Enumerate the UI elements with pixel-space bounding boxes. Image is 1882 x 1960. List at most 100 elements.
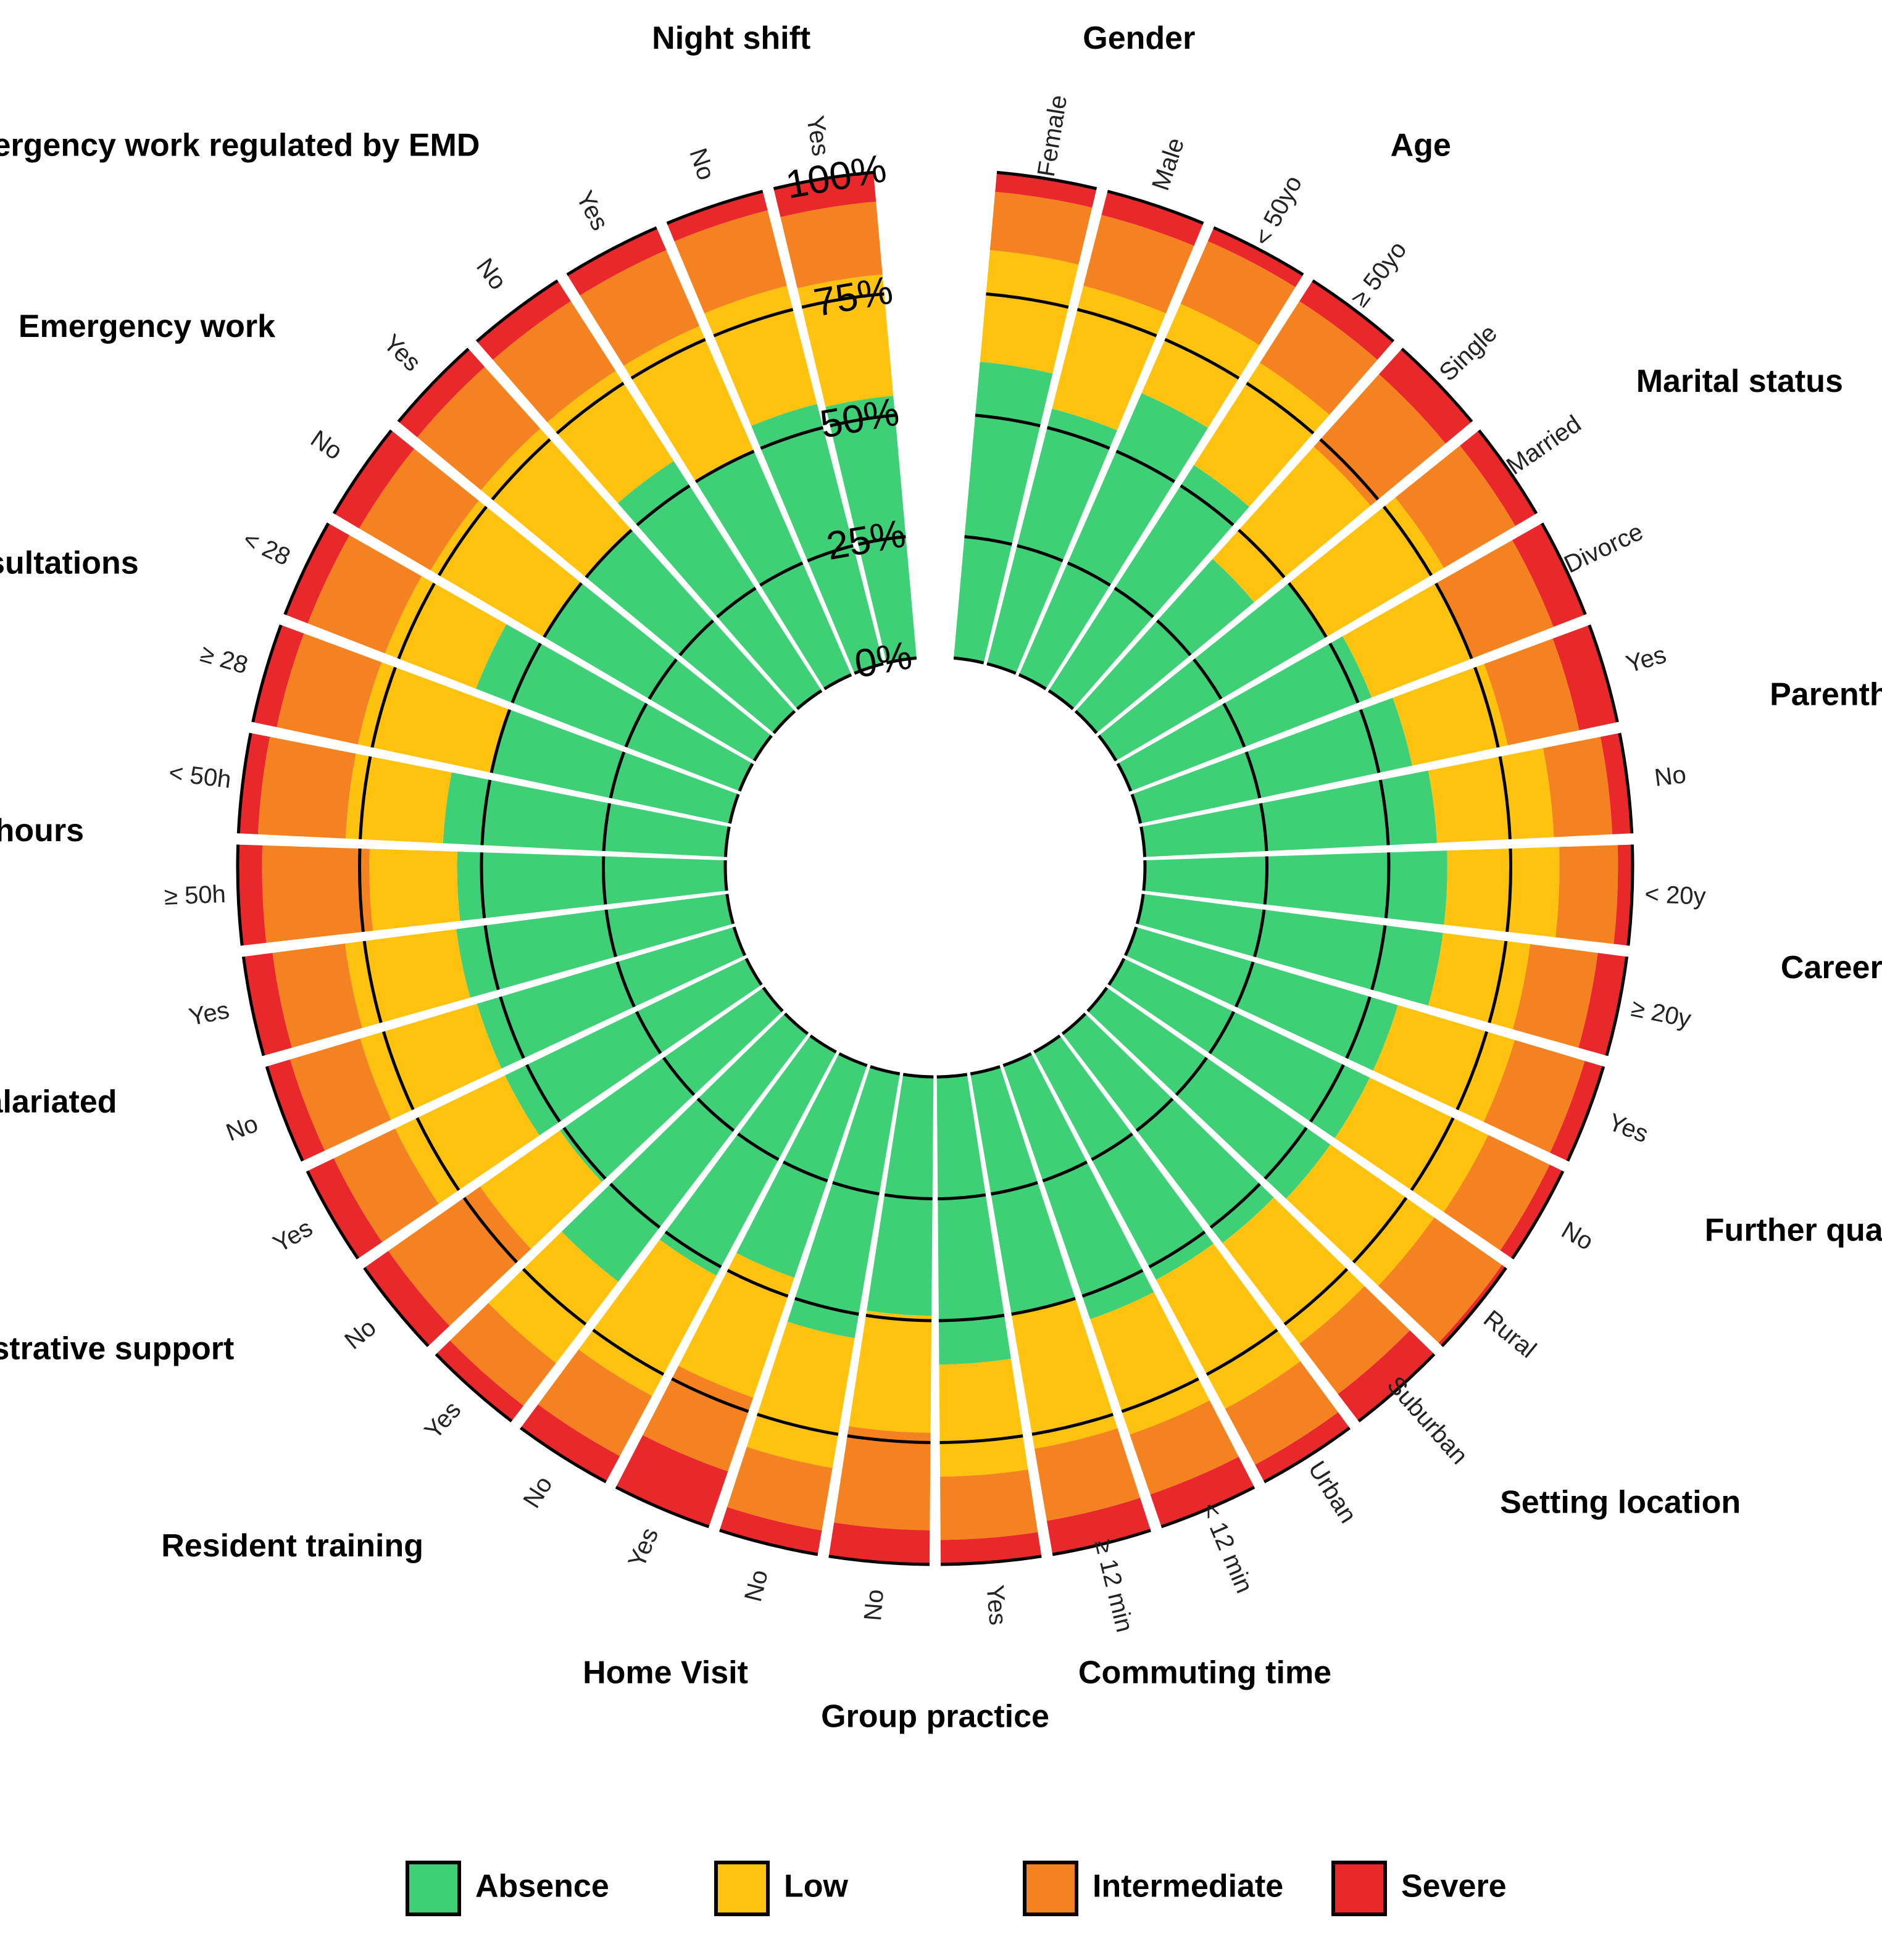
gridline-100 — [566, 226, 657, 276]
bar-label: No — [306, 425, 347, 465]
gridline-75 — [1283, 1268, 1349, 1326]
gridline-50 — [1309, 1064, 1345, 1123]
gridline-0 — [1107, 958, 1126, 986]
segment-severe — [1552, 625, 1618, 731]
segment-absence — [1109, 958, 1370, 1139]
bar-daily-consultations-28: < 28 — [239, 522, 754, 792]
group-label-group-practice: Group practice — [821, 1699, 1049, 1735]
segment-intermediate — [1225, 1361, 1338, 1465]
bar-label: Yes — [981, 1584, 1011, 1627]
bar-label: No — [739, 1567, 773, 1604]
bar-partly-salariated-yes: Yes — [186, 894, 735, 1057]
gridline-25 — [602, 803, 611, 852]
gridline-25 — [884, 1193, 933, 1200]
segment-severe — [520, 1404, 620, 1482]
segment-intermediate — [1314, 374, 1446, 506]
gridline-25 — [1235, 961, 1255, 1008]
gridline-75 — [382, 1031, 415, 1111]
segment-low — [1334, 1078, 1489, 1212]
segment-intermediate — [940, 1469, 1038, 1540]
bar-label: ≥ 50yo — [1346, 236, 1412, 312]
gridline-0 — [1018, 673, 1047, 691]
gridline-100 — [719, 1529, 818, 1556]
bar-parenthood-no: No — [1139, 733, 1688, 857]
gridline-25 — [807, 544, 854, 563]
gridline-100 — [306, 1170, 359, 1260]
segment-intermediate — [1512, 944, 1598, 1048]
bar-label: ≥ 20y — [1629, 994, 1693, 1033]
gridline-0 — [728, 794, 740, 824]
gridline-0 — [772, 710, 796, 734]
bar-career-lenght-20y: < 20y — [1142, 844, 1706, 946]
segment-low — [1090, 1292, 1210, 1435]
gridline-50 — [1384, 852, 1391, 918]
segment-low — [578, 1239, 717, 1396]
segment-low — [430, 500, 581, 637]
bar-label: Female — [1033, 93, 1073, 179]
gridline-100 — [1213, 226, 1304, 276]
segment-intermediate — [1483, 1040, 1585, 1153]
gridline-0 — [902, 1073, 934, 1079]
bar-setting-location-urban: Urban — [1033, 1034, 1362, 1528]
bar-label: No — [518, 1472, 558, 1513]
gridline-25 — [1067, 561, 1111, 587]
segment-absence — [561, 1013, 808, 1282]
gridline-0 — [986, 662, 1017, 675]
gridline-0 — [870, 1065, 901, 1076]
segment-intermediate — [1395, 446, 1515, 568]
gridline-50 — [1359, 709, 1381, 773]
gridline-25 — [635, 1011, 662, 1055]
gridline-25 — [1091, 1132, 1133, 1161]
segment-absence — [954, 362, 1053, 663]
gridline-75 — [462, 1197, 518, 1264]
gridline-0 — [1033, 1034, 1061, 1054]
segment-intermediate — [1260, 301, 1378, 415]
gridline-100 — [1540, 522, 1587, 615]
gridline-25 — [647, 658, 678, 700]
bar-label: Male — [1147, 135, 1189, 194]
gridline-100 — [241, 956, 265, 1057]
gridline-75 — [847, 1434, 931, 1444]
segment-intermediate — [1444, 1135, 1550, 1251]
gridline-0 — [1116, 763, 1133, 792]
gridline-50 — [636, 484, 691, 526]
segment-intermediate — [580, 250, 700, 366]
segment-severe — [828, 1522, 930, 1564]
gridline-25 — [1244, 751, 1262, 799]
gridline-25 — [1017, 544, 1064, 563]
segment-severe — [995, 172, 1097, 208]
gridline-50 — [543, 582, 583, 638]
gridline-25 — [615, 961, 636, 1008]
bar-home-visit-yes: Yes — [615, 1052, 868, 1572]
bar-partly-salariated-no: No — [222, 926, 746, 1162]
segment-low — [547, 371, 674, 504]
segment-intermediate — [1555, 845, 1618, 944]
group-label-night-shift: Night shift — [652, 20, 810, 56]
segment-low — [345, 754, 452, 844]
gridline-25 — [858, 535, 906, 546]
segment-severe — [667, 191, 768, 242]
segment-absence — [825, 396, 917, 663]
gridline-100 — [941, 1555, 1042, 1566]
gridline-0 — [738, 763, 754, 792]
gridline-75 — [757, 1413, 839, 1436]
gridline-25 — [696, 1097, 735, 1132]
segment-low — [849, 1310, 932, 1433]
gridline-50 — [1046, 426, 1110, 450]
segment-intermediate — [277, 633, 382, 745]
segment-low — [395, 1075, 540, 1204]
segment-absence — [457, 852, 727, 921]
bar-night-shift-yes: Yes — [773, 114, 917, 665]
gridline-50 — [1238, 528, 1286, 579]
segment-absence — [1062, 1013, 1274, 1244]
segment-severe — [398, 349, 485, 438]
segment-low — [980, 250, 1079, 374]
legend-swatch — [714, 1861, 770, 1916]
segment-absence — [1075, 559, 1254, 733]
gridline-50 — [1345, 996, 1372, 1059]
segment-absence — [970, 1066, 1076, 1314]
gridline-25 — [604, 909, 617, 958]
gridline-25 — [1263, 856, 1268, 905]
gridline-50 — [975, 413, 1041, 428]
segment-low — [1141, 304, 1260, 428]
